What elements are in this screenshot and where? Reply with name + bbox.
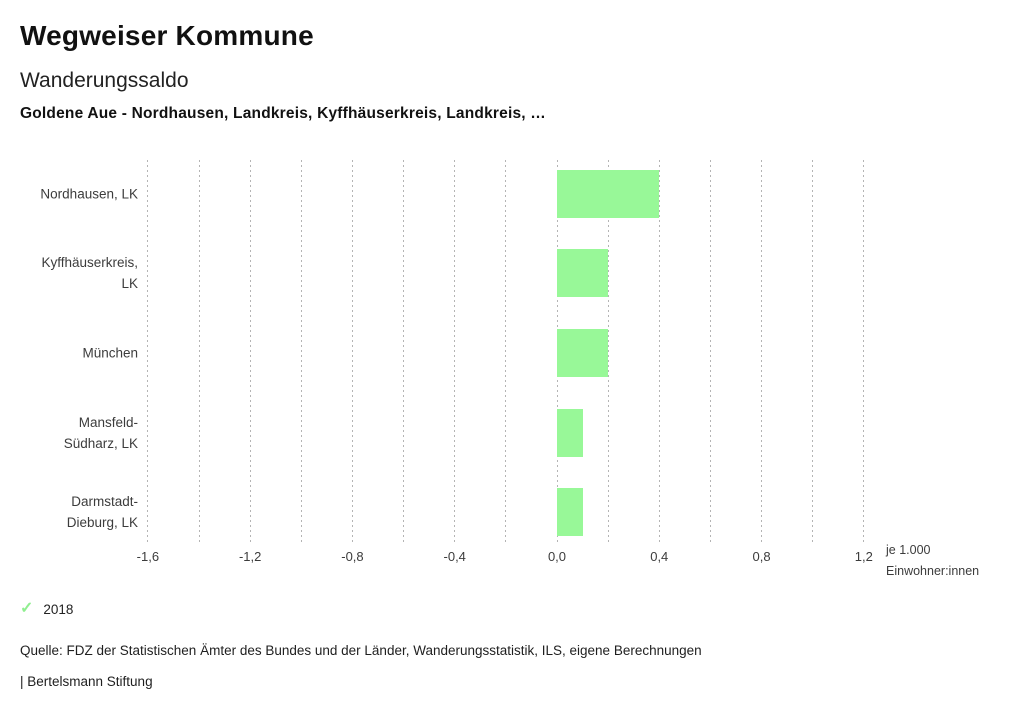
x-tick-label: 1,2 <box>854 549 873 564</box>
chart-bar[interactable] <box>557 488 583 537</box>
category-label: Nordhausen, LK <box>40 186 138 202</box>
bar-chart-plot: Nordhausen, LK Kyffhäuserkreis, LK München… <box>0 150 1024 610</box>
x-tick-label: 0,8 <box>752 549 771 564</box>
chart-gridline <box>607 160 609 543</box>
legend-year-label: 2018 <box>43 601 74 617</box>
chart-gridline <box>454 160 456 543</box>
chart-bar[interactable] <box>557 329 609 377</box>
chart-gridline <box>709 160 711 543</box>
chart-gridline <box>812 160 814 543</box>
x-tick-label: -0,4 <box>443 549 466 564</box>
attribution-text: | Bertelsmann Stiftung <box>20 674 153 689</box>
chart-gridline <box>505 160 507 543</box>
category-label: München <box>82 345 138 361</box>
chart-gridline <box>249 160 251 543</box>
chart-title: Wanderungssaldo <box>20 69 189 92</box>
chart-gridline <box>403 160 405 543</box>
x-tick-label: 0,0 <box>547 549 567 564</box>
category-label: Kyffhäuserkreis, LK <box>41 255 138 292</box>
chart-gridline <box>147 160 149 543</box>
chart-gridline <box>863 160 865 543</box>
chart-gridline <box>198 160 200 543</box>
source-text: Quelle: FDZ der Statistischen Ämter des … <box>20 643 702 658</box>
chart-gridline <box>761 160 763 543</box>
x-tick-label: -0,8 <box>341 549 364 564</box>
x-tick-label: -1,2 <box>238 549 262 564</box>
chart-bar[interactable] <box>557 169 660 218</box>
chart-gridline <box>300 160 302 543</box>
axis-unit-label: je 1.000 Einwohner:innen <box>886 543 980 578</box>
chart-subtitle: Goldene Aue - Nordhausen, Landkreis, Kyf… <box>20 105 546 122</box>
legend-row[interactable]: ✓ 2018 <box>20 601 73 617</box>
x-tick-label: 0,4 <box>650 549 669 564</box>
app-title: Wegweiser Kommune <box>20 20 314 51</box>
x-tick-label: -1,6 <box>136 549 160 564</box>
chart-gridline <box>658 160 660 543</box>
chart-bar[interactable] <box>557 408 583 457</box>
checkmark-icon: ✓ <box>20 600 34 617</box>
category-label: Darmstadt- Dieburg, LK <box>66 494 138 531</box>
chart-bar[interactable] <box>557 249 609 298</box>
chart-gridline <box>351 160 353 543</box>
category-label: Mansfeld- Südharz, LK <box>63 414 138 451</box>
